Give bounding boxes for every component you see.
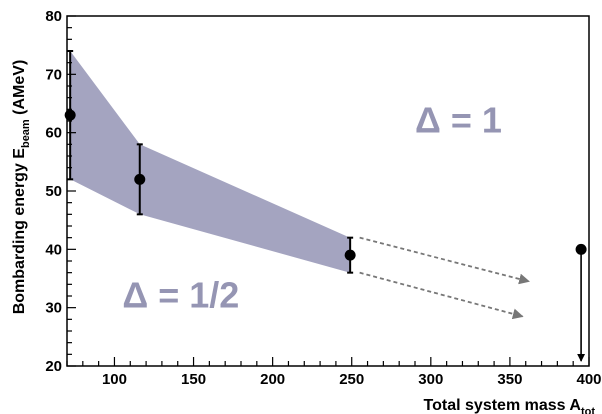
x-tick-label: 150 xyxy=(181,371,206,388)
data-point-4 xyxy=(575,243,587,362)
x-tick-label: 350 xyxy=(497,371,522,388)
data-point-1 xyxy=(64,50,76,181)
extrapolation-arrow-2 xyxy=(359,271,524,320)
extrapolation-arrow-1 xyxy=(359,236,530,285)
x-tick-label: 100 xyxy=(102,371,127,388)
y-axis-title: Bombarding energy Ebeam (AMeV) xyxy=(11,60,32,315)
y-axis-title-main: Bombarding energy E xyxy=(11,148,28,315)
x-tick-label: 250 xyxy=(339,371,364,388)
y-tick-label: 20 xyxy=(45,358,62,375)
data-marker xyxy=(134,173,146,185)
x-tick-label: 300 xyxy=(418,371,443,388)
x-axis-ticks: 100 150 200 250 300 350 400 xyxy=(66,357,602,388)
region-label-1: Δ = 1 xyxy=(415,100,502,141)
data-point-2 xyxy=(134,143,146,216)
x-axis-title-sub: tot xyxy=(581,406,595,414)
y-tick-label: 80 xyxy=(45,8,62,25)
y-axis-ticks: 20 30 40 50 60 70 80 xyxy=(45,8,76,375)
y-axis-title-unit: (AMeV) xyxy=(11,60,28,120)
extrapolation-arrow-layer xyxy=(359,236,530,320)
x-axis-title: Total system mass Atot xyxy=(424,397,596,414)
x-axis-title-main: Total system mass A xyxy=(424,397,582,414)
annotation-layer: Δ = 1 Δ = 1/2 xyxy=(122,100,502,316)
data-marker xyxy=(64,109,76,121)
x-tick-label: 200 xyxy=(260,371,285,388)
y-tick-label: 70 xyxy=(45,66,62,83)
data-marker xyxy=(575,243,587,255)
y-tick-label: 60 xyxy=(45,125,62,142)
y-tick-label: 30 xyxy=(45,300,62,317)
data-point-3 xyxy=(344,236,356,274)
x-tick-label: 400 xyxy=(576,371,601,388)
y-tick-label: 50 xyxy=(45,183,62,200)
data-marker xyxy=(344,249,356,261)
data-point-layer xyxy=(64,50,587,362)
y-axis-title-sub: beam xyxy=(20,119,32,148)
uncertainty-band-layer xyxy=(70,51,351,273)
shaded-band xyxy=(70,51,351,273)
region-label-2: Δ = 1/2 xyxy=(122,275,239,316)
y-tick-label: 40 xyxy=(45,241,62,258)
